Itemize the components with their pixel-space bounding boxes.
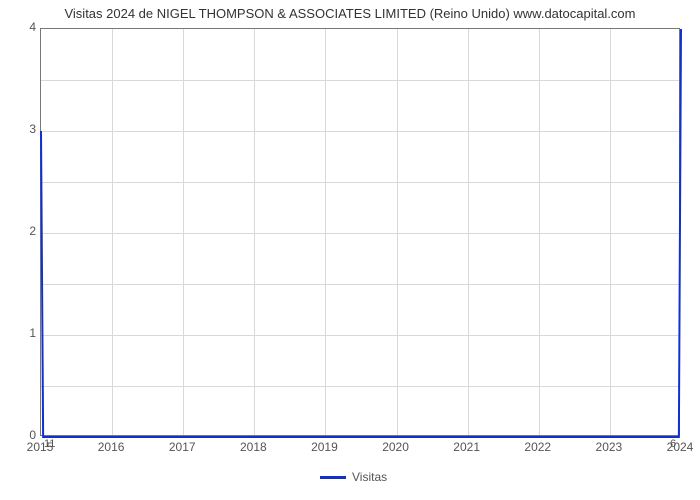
- y-tick-label: 1: [12, 326, 36, 340]
- endpoint-label-left: 11: [44, 438, 55, 450]
- endpoint-label-right: 6: [670, 438, 676, 450]
- x-tick-label: 2022: [518, 440, 558, 454]
- legend-swatch: [320, 476, 346, 479]
- plot-area: [40, 28, 680, 436]
- x-tick-label: 2016: [91, 440, 131, 454]
- y-tick-label: 0: [12, 428, 36, 442]
- x-tick-label: 2018: [233, 440, 273, 454]
- y-tick-label: 3: [12, 122, 36, 136]
- legend: Visitas: [320, 470, 387, 484]
- chart-title: Visitas 2024 de NIGEL THOMPSON & ASSOCIA…: [0, 0, 700, 21]
- data-series: [41, 29, 681, 437]
- y-tick-label: 4: [12, 20, 36, 34]
- x-tick-label: 2017: [162, 440, 202, 454]
- x-tick-label: 2024: [660, 440, 700, 454]
- x-tick-label: 2020: [376, 440, 416, 454]
- y-tick-label: 2: [12, 224, 36, 238]
- x-tick-label: 2019: [304, 440, 344, 454]
- legend-label: Visitas: [352, 470, 387, 484]
- x-tick-label: 2021: [447, 440, 487, 454]
- x-tick-label: 2023: [589, 440, 629, 454]
